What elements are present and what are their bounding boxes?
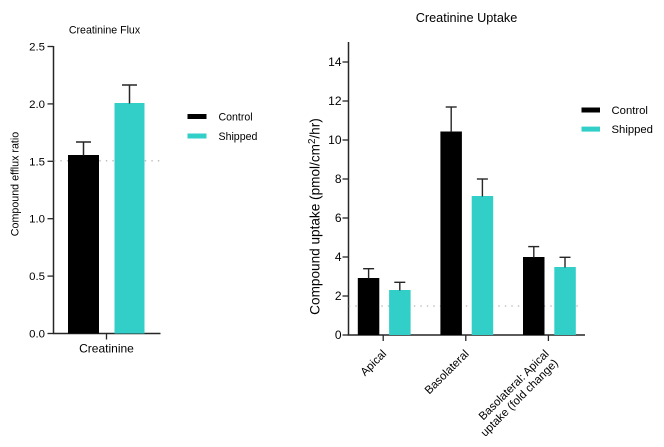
svg-text:Creatinine: Creatinine — [79, 342, 134, 356]
svg-text:10: 10 — [328, 133, 342, 147]
svg-text:Shipped: Shipped — [612, 124, 653, 136]
svg-text:4: 4 — [335, 250, 342, 264]
svg-text:2.5: 2.5 — [29, 42, 45, 54]
svg-text:uptake (fold change): uptake (fold change) — [479, 357, 561, 439]
svg-text:Creatinine Uptake: Creatinine Uptake — [416, 11, 518, 25]
svg-text:6: 6 — [335, 211, 342, 225]
svg-text:Shipped: Shipped — [219, 131, 258, 143]
svg-text:Compound uptake (pmol/cm2/hr): Compound uptake (pmol/cm2/hr) — [307, 118, 323, 315]
svg-text:Control: Control — [612, 105, 648, 117]
svg-text:12: 12 — [328, 94, 342, 108]
svg-text:Apical: Apical — [359, 348, 389, 378]
svg-text:1.0: 1.0 — [29, 214, 45, 226]
svg-text:2: 2 — [335, 289, 342, 303]
svg-text:14: 14 — [328, 55, 342, 69]
svg-text:0: 0 — [335, 328, 342, 342]
svg-text:Basolateral: Basolateral — [423, 348, 472, 397]
svg-text:Compound efflux ratio: Compound efflux ratio — [10, 132, 22, 236]
svg-text:0.5: 0.5 — [29, 271, 45, 283]
svg-text:2.0: 2.0 — [29, 99, 45, 111]
svg-text:8: 8 — [335, 172, 342, 186]
svg-text:0.0: 0.0 — [29, 329, 45, 341]
svg-text:Control: Control — [219, 112, 253, 124]
svg-text:Creatinine Flux: Creatinine Flux — [69, 25, 141, 37]
svg-text:1.5: 1.5 — [29, 156, 45, 168]
